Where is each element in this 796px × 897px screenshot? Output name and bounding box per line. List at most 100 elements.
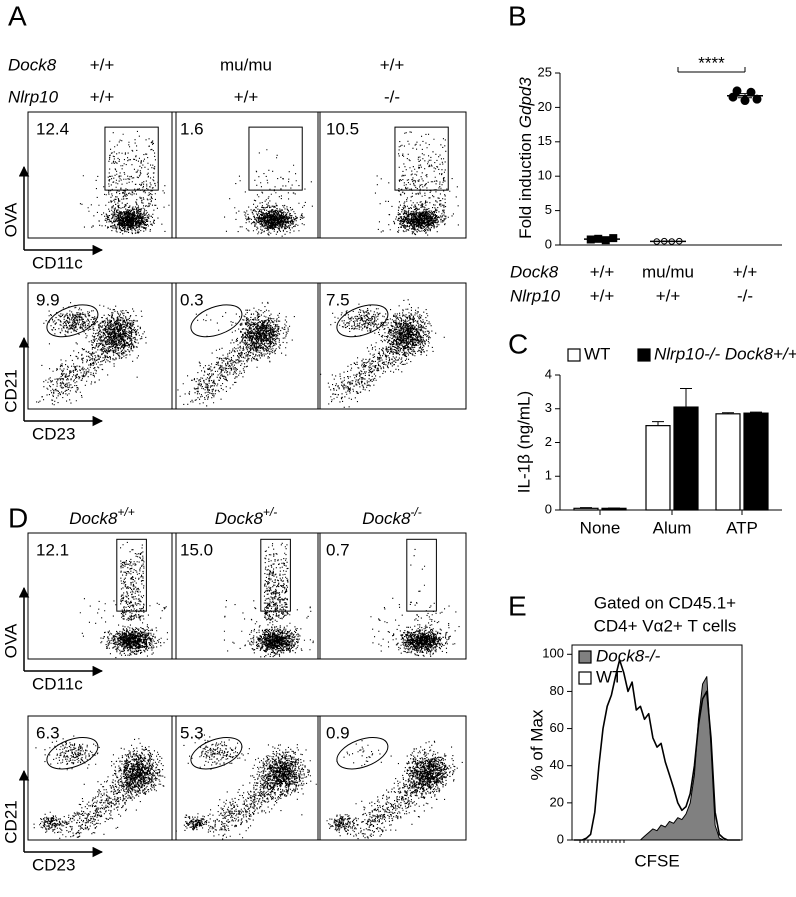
genotype-label: +/+	[590, 262, 615, 281]
event-cloud	[374, 131, 459, 236]
panel-label: C	[508, 328, 528, 359]
plot-frame	[171, 111, 321, 239]
genotype-label: mu/mu	[642, 262, 694, 281]
gate-percentage: 12.1	[36, 540, 69, 559]
genotype-title: Dock8-/-	[362, 505, 422, 528]
y-tick-label: 20	[550, 794, 564, 809]
y-tick-label: 60	[550, 720, 564, 735]
gate-percentage: 0.7	[326, 540, 350, 559]
y-axis-label-gene: Gdpd3	[516, 77, 535, 129]
significance-bracket	[677, 67, 746, 73]
gate	[406, 538, 437, 612]
x-axis-label: CD11c	[32, 674, 83, 693]
gate	[190, 736, 243, 770]
gene-name: Dock8	[362, 509, 411, 528]
bar	[601, 507, 627, 511]
gate-percentage: 0.9	[326, 723, 350, 742]
panel-label: E	[508, 590, 527, 621]
error-bar	[750, 411, 762, 414]
y-tick-label: 1	[545, 468, 552, 483]
gate-percentage: 12.4	[36, 119, 69, 138]
y-tick-label: 2	[545, 434, 552, 449]
histogram-area	[573, 676, 741, 841]
legend-label: Dock8-/-	[596, 646, 661, 665]
gate-percentage: 7.5	[326, 290, 350, 309]
plot-frame	[171, 282, 321, 410]
genotype-label: +/+	[733, 262, 758, 281]
genotype-label: mu/mu	[220, 55, 272, 74]
y-tick-label: 40	[550, 757, 564, 772]
y-axis-label: CD21	[1, 800, 20, 843]
x-tick-label: ATP	[726, 518, 758, 537]
legend-swatch	[578, 650, 592, 664]
legend-label: Nlrp10-/- Dock8+/+	[654, 344, 796, 363]
y-tick-label: 100	[542, 646, 564, 661]
gate	[116, 538, 147, 612]
genotype-row-label: Dock8	[510, 262, 559, 281]
genotype-label: +/+	[90, 87, 115, 106]
gate	[104, 126, 159, 191]
genotype-title: Dock8+/-	[215, 505, 278, 528]
event-cloud	[223, 542, 314, 658]
genotype-label: +/+	[590, 286, 615, 305]
error-bar	[722, 412, 734, 414]
genotype-row-label: Nlrp10	[510, 286, 561, 305]
data-point	[609, 234, 618, 243]
y-axis-label: CD21	[1, 369, 20, 412]
gate	[248, 126, 303, 191]
panel-label: B	[508, 0, 527, 31]
bar	[715, 413, 741, 511]
legend-swatch	[637, 348, 651, 362]
x-tick-label: Alum	[653, 518, 692, 537]
y-axis-label-text: Fold induction	[516, 128, 535, 239]
x-tick-label: None	[580, 518, 621, 537]
gate-percentage: 15.0	[180, 540, 213, 559]
plot-frame	[317, 532, 467, 660]
data-point	[728, 92, 738, 102]
legend-swatch	[578, 671, 592, 685]
y-tick-label: 15	[538, 133, 552, 148]
plot-frame	[317, 111, 467, 239]
y-tick-label: 4	[545, 366, 552, 381]
gate	[46, 736, 99, 770]
panel-label: A	[8, 0, 27, 31]
event-cloud	[33, 735, 166, 839]
genotype-label: -/-	[384, 87, 400, 106]
genotype-label: +/+	[90, 55, 115, 74]
bar	[743, 412, 769, 511]
event-cloud	[224, 149, 313, 237]
gate-percentage: 1.6	[180, 119, 204, 138]
x-axis-label: CD11c	[32, 253, 83, 272]
y-tick-label: 25	[538, 64, 552, 79]
legend-label: WT	[584, 344, 610, 363]
y-axis-label: IL-1β (ng/mL)	[514, 391, 533, 493]
plot-frame	[171, 715, 321, 841]
legend-swatch	[567, 348, 581, 362]
y-axis-label: % of Max	[527, 709, 546, 780]
genotype-label: -/-	[737, 286, 753, 305]
plot-frame	[171, 532, 321, 660]
error-bar	[738, 93, 752, 99]
gate-percentage: 9.9	[36, 290, 60, 309]
x-axis-label: CD23	[32, 424, 75, 443]
genotype-superscript: +/+	[117, 505, 134, 519]
genotype-superscript: -/-	[410, 505, 421, 519]
error-bar	[652, 421, 664, 426]
genotype-row-label: Nlrp10	[8, 87, 59, 106]
gate-percentage: 6.3	[36, 723, 60, 742]
significance: ****	[698, 53, 725, 72]
y-axis-label: OVA	[1, 202, 20, 237]
gate	[190, 304, 243, 338]
error-bar	[680, 388, 692, 408]
legend-label: WT	[596, 667, 622, 686]
y-tick-label: 10	[538, 168, 552, 183]
genotype-label: +/+	[380, 55, 405, 74]
histogram-line	[574, 659, 740, 841]
y-tick-label: 0	[545, 236, 552, 251]
chart-title: CD4+ Vα2+ T cells	[594, 616, 737, 635]
event-cloud	[36, 302, 147, 406]
event-cloud	[370, 548, 460, 657]
genotype-label: +/+	[656, 286, 681, 305]
y-axis-label: OVA	[1, 623, 20, 658]
